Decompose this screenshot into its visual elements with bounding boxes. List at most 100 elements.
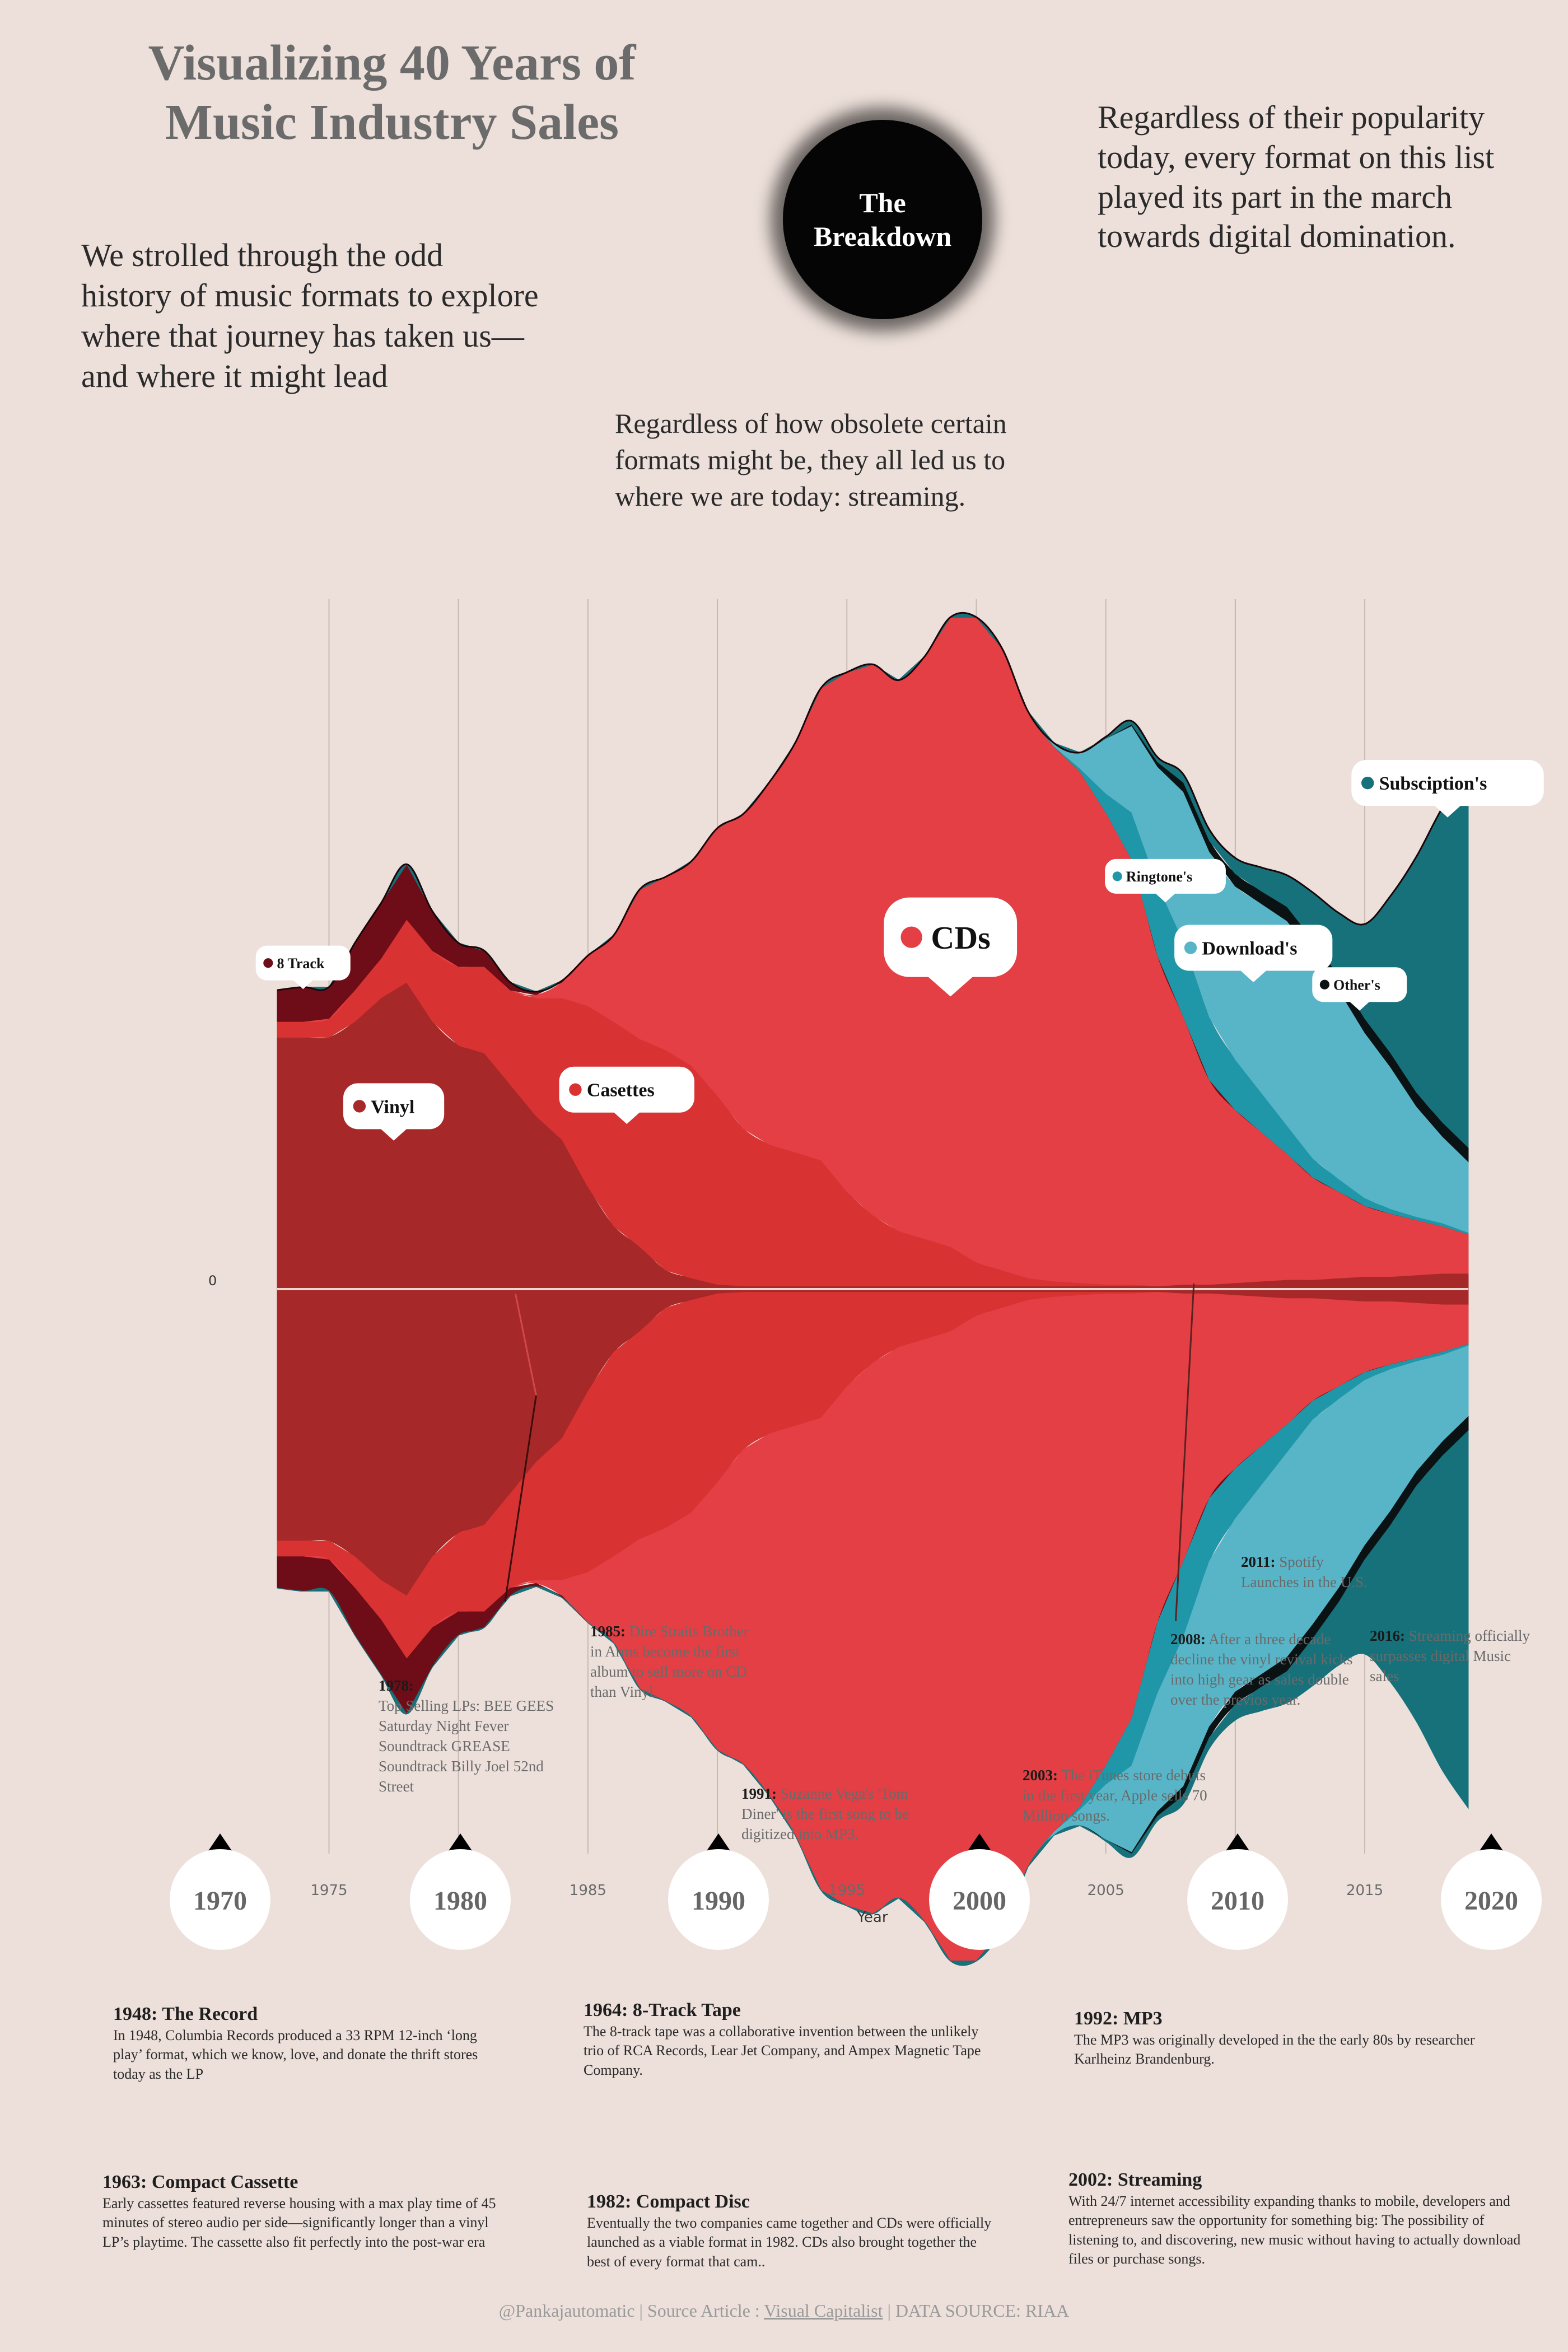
callout-download-s: Download's xyxy=(1174,925,1333,982)
callout-pointer-other-s xyxy=(1349,1001,1370,1011)
zero-tick-label: 0 xyxy=(208,1273,217,1289)
x-axis-ticks: 1975 1985 1995 2005 2015 xyxy=(310,1882,1383,1899)
decade-markers: 1970 1980 1990 2000 2010 2020 xyxy=(170,1833,1542,1950)
total-outline xyxy=(277,612,1469,993)
callout-casettes: Casettes xyxy=(559,1066,694,1124)
decade-label-1980: 1980 xyxy=(433,1886,487,1916)
connector-1981 xyxy=(504,1395,537,1602)
callout-cds: CDs xyxy=(884,897,1018,997)
footer-source-prefix: Source Article : xyxy=(647,2300,760,2321)
decade-label-2000: 2000 xyxy=(953,1886,1006,1916)
milestone-1978: 1978: Top Selling LPs: BEE GEES Saturday … xyxy=(379,1677,554,1795)
callout-box-8-track xyxy=(255,945,351,981)
decade-marker-1990: 1990 xyxy=(668,1833,769,1950)
decade-circle-1970 xyxy=(170,1849,270,1950)
breakdown-label: The Breakdown xyxy=(813,187,952,252)
history-record: 1948: The Record In 1948, Columbia Record… xyxy=(113,2004,478,2082)
callout-other-s: Other's xyxy=(1312,967,1407,1011)
callout-label-download-s: Download's xyxy=(1202,938,1297,959)
callout-8-track: 8 Track xyxy=(255,945,351,990)
decade-label-1990: 1990 xyxy=(692,1886,745,1916)
decade-marker-2010: 2010 xyxy=(1187,1833,1288,1950)
callout-label-8-track: 8 Track xyxy=(277,955,325,972)
milestone-1985: 1985: Dire Straits Brother in Arms becom… xyxy=(590,1623,749,1700)
callout-pointer-ringtone-s xyxy=(1155,893,1176,903)
callout-label-other-s: Other's xyxy=(1333,977,1380,993)
decade-marker-1980: 1980 xyxy=(410,1833,511,1950)
callout-label-casettes: Casettes xyxy=(587,1080,655,1101)
callout-box-subsciption-s xyxy=(1351,760,1544,806)
callout-vinyl: Vinyl xyxy=(343,1083,445,1141)
callout-dot-download-s xyxy=(1184,941,1197,954)
page-title: Visualizing 40 Years of Music Industry S… xyxy=(148,35,636,151)
milestone-2016: 2016: Streaming officially surpasses dig… xyxy=(1370,1627,1530,1684)
connector-1982 xyxy=(514,1293,537,1396)
callout-pointer-vinyl xyxy=(380,1128,407,1141)
callout-box-download-s xyxy=(1174,925,1333,971)
decade-circle-2020 xyxy=(1441,1849,1542,1950)
decade-label-2010: 2010 xyxy=(1211,1886,1264,1916)
intro-left-text: We strolled through the odd history of m… xyxy=(81,237,539,394)
callout-pointer-download-s xyxy=(1240,970,1267,982)
connector-2008 xyxy=(1174,1283,1195,1622)
decade-marker-2020: 2020 xyxy=(1441,1833,1542,1950)
callout-box-vinyl xyxy=(343,1083,445,1130)
callout-pointer-casettes xyxy=(613,1112,641,1124)
decade-circle-2000 xyxy=(929,1849,1030,1950)
callout-pointer-cds xyxy=(927,976,973,997)
callout-dot-casettes xyxy=(569,1083,582,1096)
series-callouts: 8 Track Vinyl Casettes CDs Ringtone's Downloa… xyxy=(255,760,1544,1141)
decade-label-2020: 2020 xyxy=(1464,1886,1518,1916)
footer-source-link[interactable]: Visual Capitalist xyxy=(764,2300,883,2321)
footer-sep-2: | xyxy=(887,2300,895,2321)
decade-circle-2010 xyxy=(1187,1849,1288,1950)
footer-handle: @Pankajautomatic xyxy=(498,2300,635,2321)
area-bottom-subsciption-s xyxy=(277,1430,1469,1966)
x-tick-1995: 1995 xyxy=(828,1882,865,1899)
callout-box-casettes xyxy=(559,1066,694,1113)
callout-label-subsciption-s: Subsciption's xyxy=(1379,773,1487,794)
milestone-1991: 1991: Suzanne Vega's 'Tom Diner' is the … xyxy=(741,1785,909,1842)
callout-dot-8-track xyxy=(263,958,273,968)
x-tick-1975: 1975 xyxy=(310,1882,347,1899)
decade-marker-1970: 1970 xyxy=(170,1833,270,1950)
decade-label-1970: 1970 xyxy=(193,1886,247,1916)
footer-sep-1: | xyxy=(639,2300,647,2321)
callout-box-ringtone-s xyxy=(1105,858,1226,894)
callout-dot-subsciption-s xyxy=(1361,776,1374,790)
callout-pointer-subsciption-s xyxy=(1434,805,1461,818)
areas-bottom xyxy=(277,1289,1469,1966)
history-cassette: 1963: Compact Cassette Early cassettes fe… xyxy=(102,2172,496,2250)
milestone-2011: 2011: Spotify Launches in the U.S. xyxy=(1241,1553,1368,1590)
callout-subsciption-s: Subsciption's xyxy=(1351,760,1544,818)
history-cd: 1982: Compact Disc Eventually the two com… xyxy=(587,2191,992,2270)
x-tick-2005: 2005 xyxy=(1088,1882,1124,1899)
x-tick-2015: 2015 xyxy=(1346,1882,1383,1899)
milestone-2003: 2003: The iTunes store debuts in the fir… xyxy=(1023,1767,1207,1824)
callout-ringtone-s: Ringtone's xyxy=(1105,858,1226,903)
intro-right-text: Regardless of their popularity today, ev… xyxy=(1098,99,1495,255)
callout-box-other-s xyxy=(1312,967,1407,1002)
callout-pointer-8-track xyxy=(293,979,314,990)
decade-marker-2000: 2000 xyxy=(929,1833,1030,1950)
milestone-2008: 2008: After a three decade decline the v… xyxy=(1170,1631,1353,1708)
decade-circle-1990 xyxy=(668,1849,769,1950)
footer: @Pankajautomatic | Source Article : Visu… xyxy=(0,2300,1568,2321)
callout-box-cds xyxy=(884,897,1018,977)
footer-data-source: DATA SOURCE: RIAA xyxy=(895,2300,1070,2321)
outline-top xyxy=(277,612,1469,993)
callout-label-cds: CDs xyxy=(931,920,990,956)
intro-mid-text: Regardless of how obsolete certain forma… xyxy=(615,408,1007,512)
history-streaming: 2002: Streaming With 24/7 internet access… xyxy=(1068,2169,1521,2267)
decade-circle-1980 xyxy=(410,1849,511,1950)
callout-label-vinyl: Vinyl xyxy=(371,1096,414,1117)
callout-dot-other-s xyxy=(1319,979,1329,990)
callout-dot-cds xyxy=(900,926,922,948)
callout-label-ringtone-s: Ringtone's xyxy=(1126,869,1192,885)
x-tick-1985: 1985 xyxy=(570,1882,606,1899)
breakdown-badge: The Breakdown xyxy=(783,120,982,319)
milestone-connectors xyxy=(504,1283,1195,1622)
callout-dot-ringtone-s xyxy=(1112,871,1122,881)
history-8track: 1964: 8-Track Tape The 8-track tape was a… xyxy=(584,2000,981,2078)
